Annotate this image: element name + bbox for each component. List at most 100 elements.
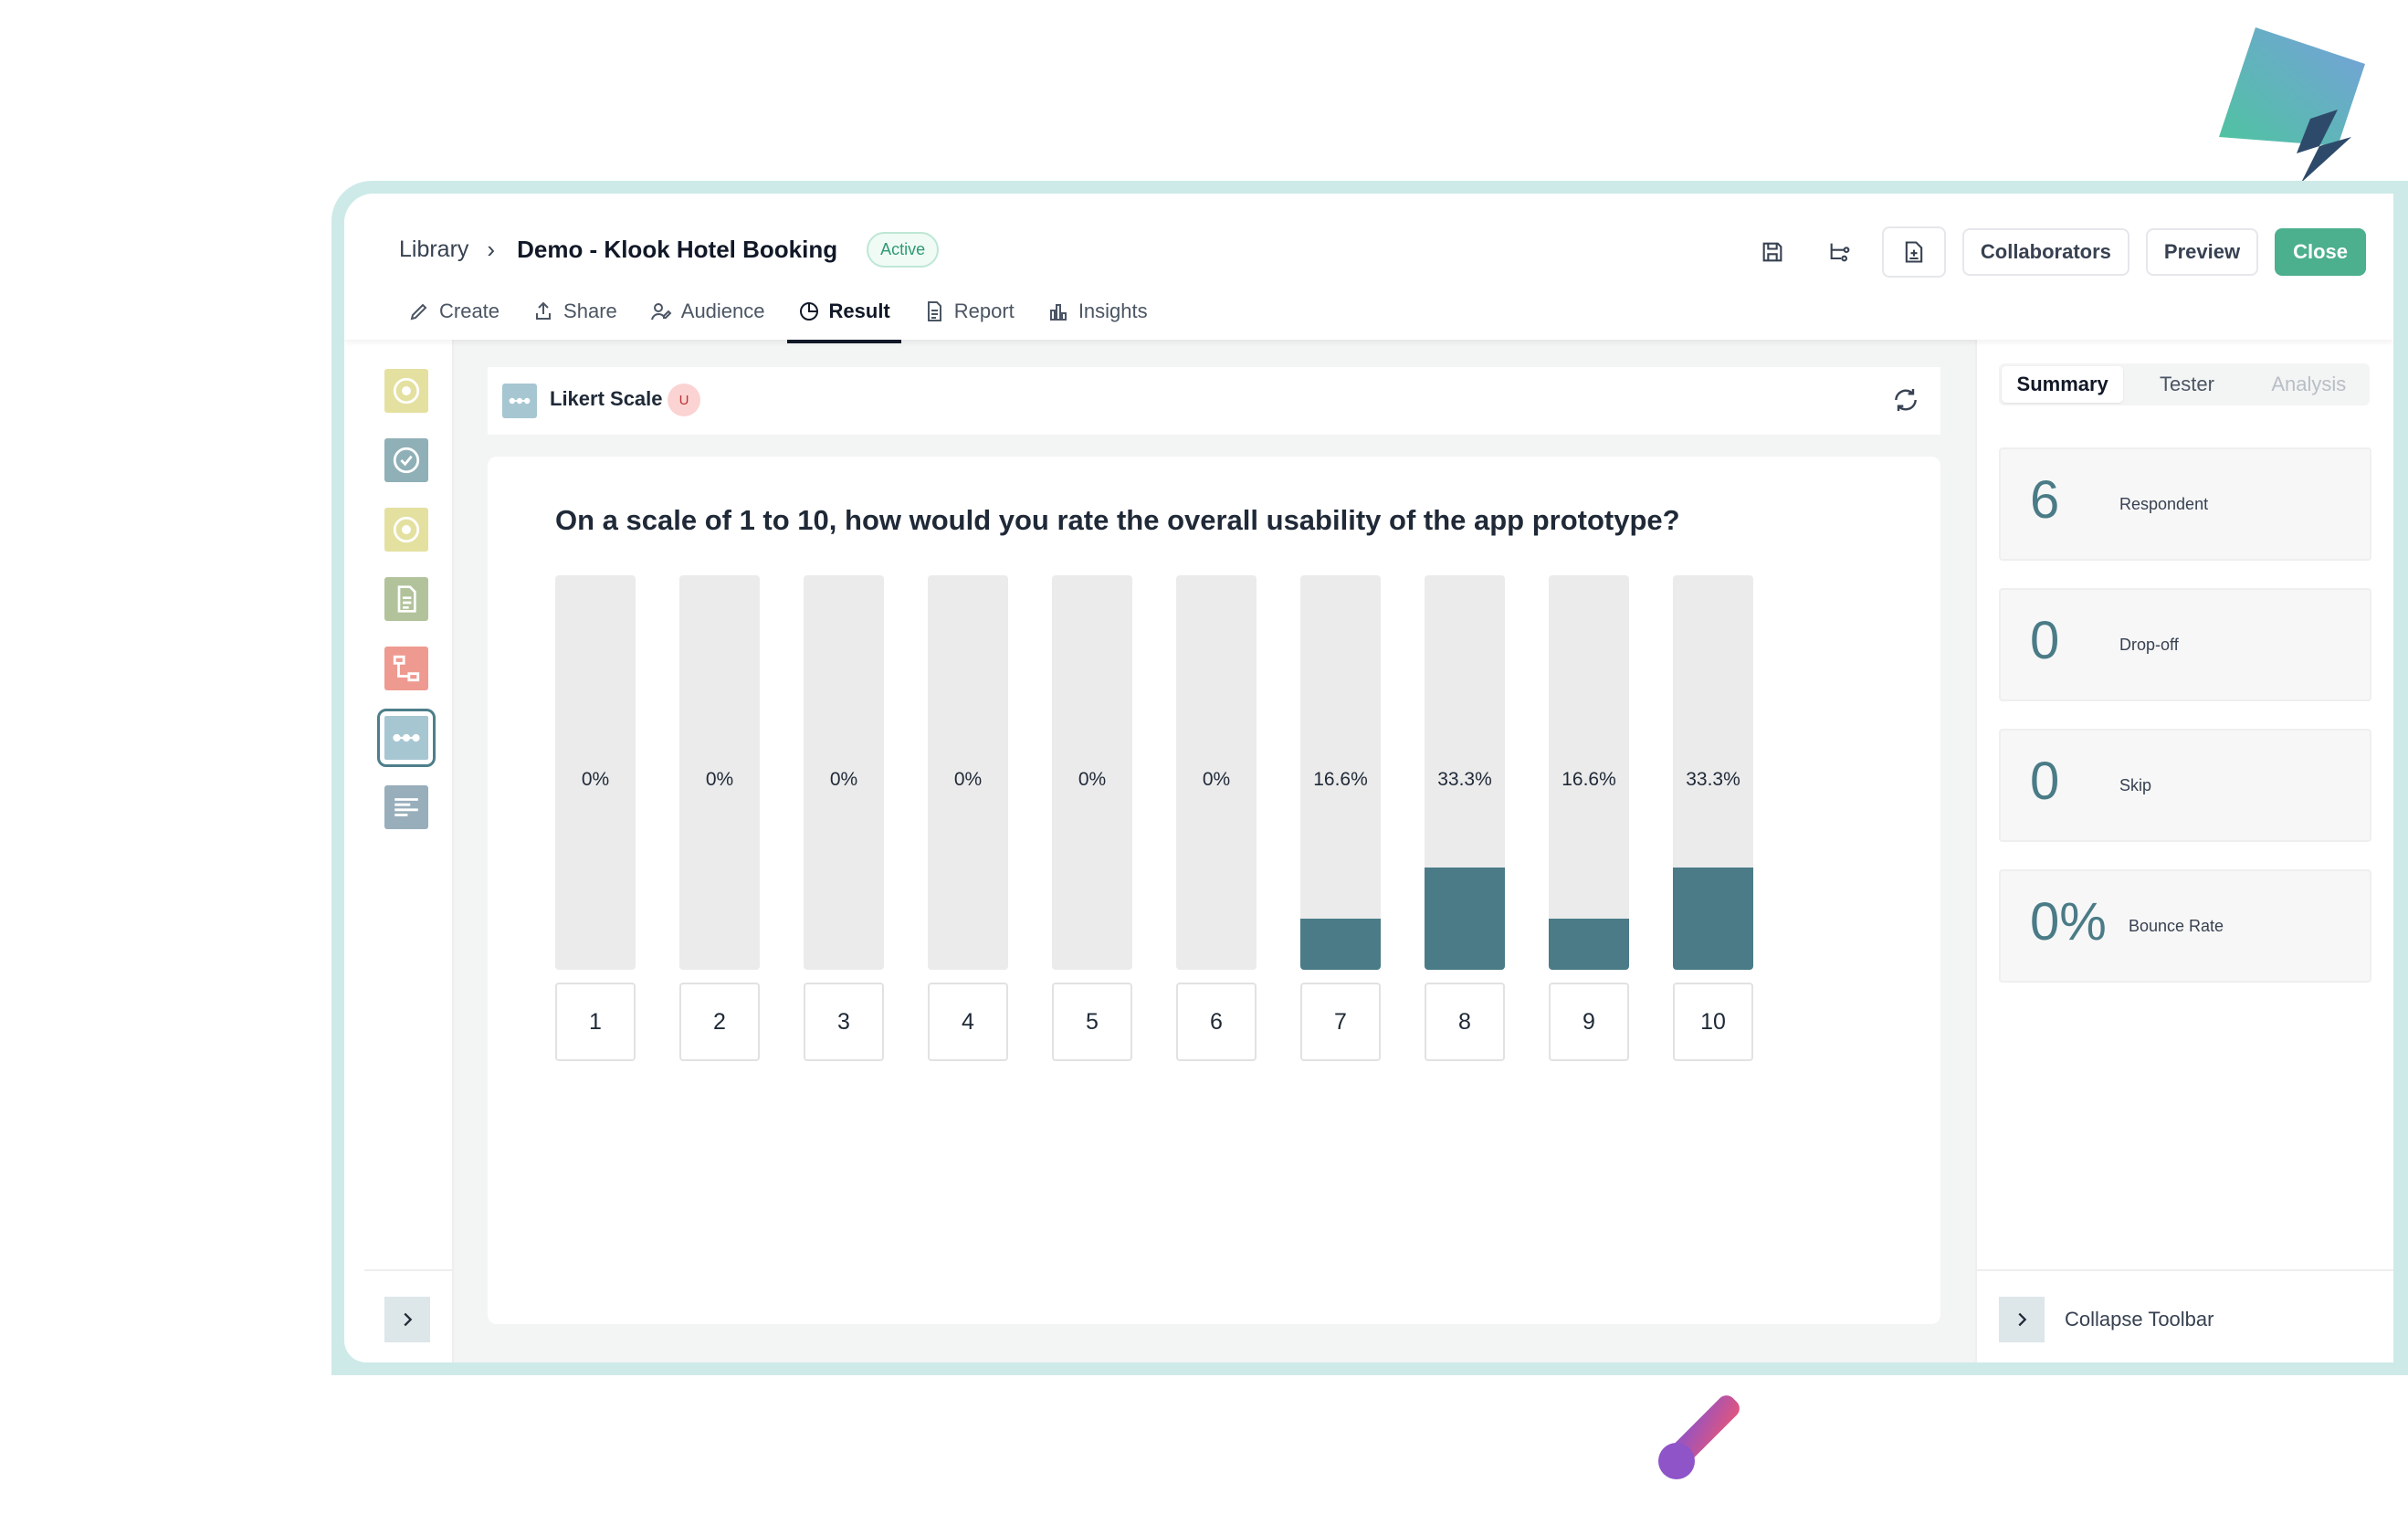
chart-data-label: 16.6% bbox=[1562, 769, 1616, 790]
chart-category-label[interactable]: 9 bbox=[1549, 983, 1629, 1061]
tab-label: Result bbox=[828, 300, 890, 322]
rail-item-target-2[interactable] bbox=[384, 508, 428, 552]
rail-item-branch[interactable] bbox=[384, 647, 428, 690]
chevron-right-icon bbox=[2018, 1312, 2027, 1327]
tab-insights[interactable]: Insights bbox=[1036, 296, 1159, 340]
decorative-brush-shape bbox=[1658, 1395, 1740, 1479]
chart-bar-track: 0% bbox=[1052, 575, 1132, 970]
stat-skip: 0 Skip bbox=[1999, 729, 2371, 842]
tab-share[interactable]: Share bbox=[521, 296, 628, 340]
add-document-button[interactable] bbox=[1881, 226, 1946, 278]
question-type-label: Likert Scale bbox=[550, 387, 663, 410]
check-circle-icon bbox=[393, 447, 420, 474]
text-lines-icon bbox=[394, 798, 418, 816]
stat-bounce-rate: 0% Bounce Rate bbox=[1999, 869, 2371, 983]
chart-category-label[interactable]: 1 bbox=[555, 983, 636, 1061]
chart-bar-track: 0% bbox=[928, 575, 1008, 970]
chart-category-label[interactable]: 4 bbox=[928, 983, 1008, 1061]
user-badge: U bbox=[668, 384, 700, 416]
tab-audience[interactable]: Audience bbox=[639, 296, 776, 340]
refresh-icon bbox=[1895, 389, 1917, 411]
main-tabs: Create Share Audience Result Report Insi… bbox=[397, 296, 1170, 343]
rail-item-check[interactable] bbox=[384, 438, 428, 482]
chart-data-label: 33.3% bbox=[1437, 769, 1492, 790]
main-content: Likert Scale U On a scale of 1 to 10, ho… bbox=[454, 340, 1975, 1362]
preview-button[interactable]: Preview bbox=[2145, 228, 2259, 276]
top-header: Library › Demo - Klook Hotel Booking Act… bbox=[344, 194, 2393, 343]
chart-category-label[interactable]: 5 bbox=[1052, 983, 1132, 1061]
breadcrumb: Library › Demo - Klook Hotel Booking Act… bbox=[399, 232, 940, 268]
chart-data-label: 0% bbox=[953, 769, 983, 790]
stat-drop-off: 0 Drop-off bbox=[1999, 588, 2371, 701]
chart-data-label: 0% bbox=[705, 769, 734, 790]
chart-data-label: 0% bbox=[1202, 769, 1231, 790]
tab-label: Create bbox=[439, 300, 500, 322]
stat-value: 0 bbox=[2030, 611, 2060, 670]
status-badge: Active bbox=[867, 232, 940, 268]
tab-analysis[interactable]: Analysis bbox=[2271, 373, 2347, 395]
chart-bar-track: 0% bbox=[804, 575, 884, 970]
target-icon bbox=[393, 377, 420, 405]
chart-category-label[interactable]: 3 bbox=[804, 983, 884, 1061]
rail-item-document[interactable] bbox=[384, 577, 428, 621]
report-icon bbox=[927, 301, 941, 321]
breadcrumb-library-link[interactable]: Library bbox=[399, 237, 469, 262]
save-button[interactable] bbox=[1747, 228, 1798, 276]
flow-icon bbox=[1830, 243, 1850, 262]
stat-value: 6 bbox=[2030, 470, 2060, 530]
stat-respondent: 6 Respondent bbox=[1999, 447, 2371, 561]
expand-rail-button[interactable] bbox=[384, 1297, 430, 1342]
question-text: On a scale of 1 to 10, how would you rat… bbox=[555, 504, 1680, 536]
chart-bar-track: 33.3% bbox=[1673, 575, 1753, 970]
tab-report[interactable]: Report bbox=[912, 296, 1025, 340]
collapse-toolbar-button[interactable] bbox=[1999, 1297, 2045, 1342]
chart-category-label[interactable]: 10 bbox=[1673, 983, 1753, 1061]
chart-bar-track: 0% bbox=[679, 575, 760, 970]
tab-label: Share bbox=[563, 300, 617, 322]
stat-value: 0 bbox=[2030, 752, 2060, 811]
stat-value: 0% bbox=[2030, 892, 2107, 952]
share-icon bbox=[536, 301, 552, 320]
tab-summary[interactable]: Summary bbox=[2002, 366, 2124, 403]
summary-panel: Summary Tester Analysis 6 Respondent 0 D… bbox=[1975, 340, 2393, 1362]
result-card: On a scale of 1 to 10, how would you rat… bbox=[488, 457, 1940, 1324]
decorative-flag-shape bbox=[2219, 27, 2365, 183]
chart-bar-track: 16.6% bbox=[1300, 575, 1381, 970]
tab-create[interactable]: Create bbox=[397, 296, 510, 340]
stat-label: Respondent bbox=[2119, 495, 2209, 513]
audience-icon bbox=[650, 303, 672, 321]
insights-icon bbox=[1049, 304, 1067, 321]
close-button[interactable]: Close bbox=[2275, 228, 2366, 276]
question-type-bar: Likert Scale U bbox=[488, 367, 1940, 435]
refresh-button[interactable] bbox=[1891, 385, 1920, 419]
stat-label: Drop-off bbox=[2119, 636, 2179, 654]
header-actions: Collaborators Preview Close bbox=[1747, 226, 2366, 278]
chart-bar-track: 16.6% bbox=[1549, 575, 1629, 970]
chart-bar bbox=[1425, 868, 1505, 970]
chart-category-label[interactable]: 6 bbox=[1176, 983, 1257, 1061]
chart-data-label: 33.3% bbox=[1686, 769, 1740, 790]
rail-item-target-1[interactable] bbox=[384, 369, 428, 413]
likert-icon bbox=[393, 733, 420, 742]
chart-category-label[interactable]: 8 bbox=[1425, 983, 1505, 1061]
tab-label: Insights bbox=[1078, 300, 1148, 322]
pencil-icon bbox=[410, 303, 427, 321]
target-icon bbox=[393, 516, 420, 543]
rail-item-text[interactable] bbox=[384, 785, 428, 829]
tab-label: Audience bbox=[680, 300, 765, 322]
chart-category-label[interactable]: 7 bbox=[1300, 983, 1381, 1061]
tab-result[interactable]: Result bbox=[786, 296, 901, 343]
tab-tester[interactable]: Tester bbox=[2160, 373, 2214, 395]
chart-data-label: 0% bbox=[1078, 769, 1107, 790]
chart-bar-track: 0% bbox=[1176, 575, 1257, 970]
chart-category-label[interactable]: 2 bbox=[679, 983, 760, 1061]
likert-bar-chart: 0% 1 0% 2 0% 3 0% 4 0% 5 0% 6 16.6% 7 33.3% 8 16.6% 9 33.3… bbox=[555, 575, 1761, 1068]
rail-item-likert[interactable] bbox=[377, 709, 436, 767]
tab-label: Report bbox=[953, 300, 1015, 322]
document-icon bbox=[397, 585, 416, 613]
stat-label: Bounce Rate bbox=[2129, 917, 2224, 935]
collapse-toolbar-label[interactable]: Collapse Toolbar bbox=[2065, 1308, 2214, 1330]
collaborators-button[interactable]: Collaborators bbox=[1961, 228, 2129, 276]
flow-button[interactable] bbox=[1814, 228, 1866, 276]
app-window: Library › Demo - Klook Hotel Booking Act… bbox=[344, 194, 2393, 1362]
